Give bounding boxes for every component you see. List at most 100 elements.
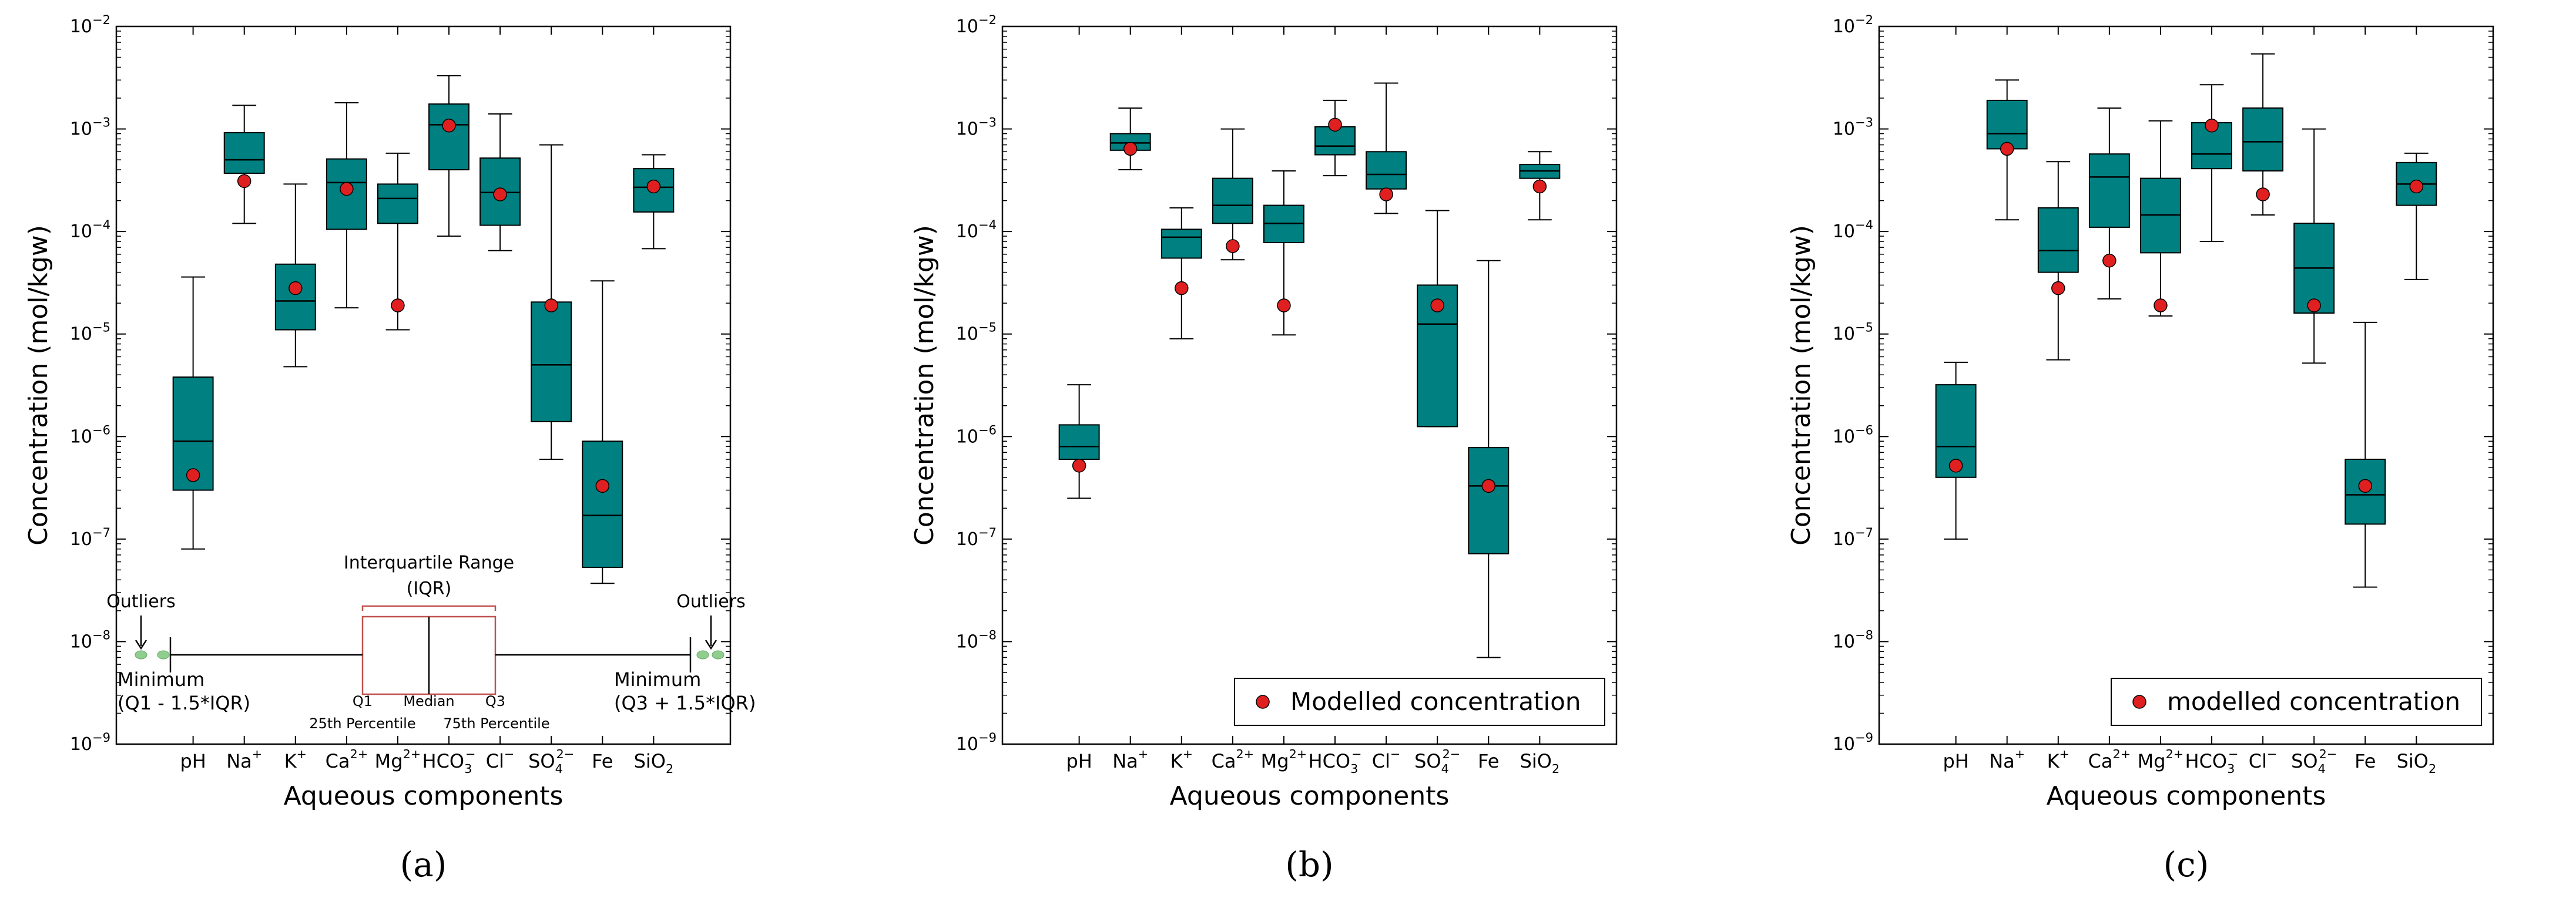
- panel-c: 10−9 10−8 10−7 10−6 10−5 10−4 10−3 10−2 pH Na+ K+ C…: [1786, 13, 2494, 884]
- box-iqr: [1366, 151, 1407, 190]
- x-tick-label: Na+: [1112, 747, 1148, 772]
- y-axis-title: Concentration (mol/kgw): [1786, 225, 1816, 546]
- key-median: Median: [403, 693, 454, 709]
- y-tick-label: 10−4: [1833, 218, 1873, 242]
- box-iqr: [377, 183, 418, 224]
- x-tick-label: Cl−: [2249, 747, 2278, 772]
- x-tick-label: HCO3−: [1309, 747, 1362, 776]
- modelled-point: [2205, 118, 2219, 133]
- y-tick-label: 10−8: [70, 628, 110, 652]
- key-max-label: Minimum: [614, 668, 701, 691]
- modelled-point: [186, 468, 200, 482]
- key-min-label: Minimum: [118, 668, 204, 691]
- modelled-point: [391, 298, 405, 312]
- box-iqr: [2037, 207, 2079, 273]
- legend-marker: [2132, 695, 2146, 709]
- key-outliers-left: Outliers: [106, 591, 175, 612]
- box-iqr: [1058, 424, 1100, 460]
- key-outliers-right: Outliers: [676, 591, 745, 612]
- box-iqr: [582, 440, 623, 568]
- modelled-point: [1072, 459, 1086, 473]
- x-tick-label: Cl−: [486, 747, 515, 772]
- legend-box: [2111, 678, 2482, 726]
- y-tick-label: 10−9: [1833, 731, 1873, 755]
- box-iqr: [1986, 99, 2028, 150]
- y-axis-title: Concentration (mol/kgw): [910, 225, 940, 546]
- x-tick-label: SiO2: [2397, 750, 2437, 776]
- modelled-point: [544, 298, 558, 312]
- box-iqr: [223, 132, 265, 174]
- modelled-point: [2307, 298, 2321, 312]
- plot-frame: [115, 25, 732, 745]
- y-tick-label: 10−7: [70, 526, 110, 550]
- x-tick-label: Ca2+: [1212, 747, 1255, 772]
- key-arrowhead-right: [705, 640, 717, 650]
- box-iqr: [2242, 107, 2284, 171]
- panel-label: (b): [1285, 845, 1333, 884]
- x-axis-title: Aqueous components: [1170, 781, 1450, 811]
- y-tick-label: 10−7: [956, 526, 997, 550]
- x-tick-label: Cl−: [1372, 747, 1401, 772]
- panel-b: 10−9 10−8 10−7 10−6 10−5 10−4 10−3 10−2 pH Na+ K+ C…: [910, 13, 1618, 884]
- y-tick-label: 10−5: [70, 321, 110, 345]
- modelled-point: [2409, 179, 2424, 194]
- x-tick-label: Mg2+: [2138, 747, 2184, 772]
- modelled-point: [595, 479, 610, 493]
- box-iqr: [1160, 228, 1202, 259]
- x-tick-label: Fe: [1478, 750, 1499, 772]
- key-iqr-bracket: [361, 605, 497, 611]
- modelled-point: [1481, 479, 1496, 493]
- legend-box: [1234, 678, 1605, 726]
- y-tick-label: 10−2: [70, 13, 110, 37]
- x-tick-label: SO42−: [528, 747, 574, 776]
- modelled-point: [1948, 459, 1963, 473]
- box-iqr: [2088, 153, 2130, 228]
- modelled-point: [289, 281, 303, 295]
- x-tick-label: SiO2: [634, 750, 674, 776]
- y-tick-label: 10−3: [70, 116, 110, 140]
- key-outlier-right: [696, 650, 709, 660]
- x-tick-label: HCO3−: [2185, 747, 2239, 776]
- box-iqr: [1212, 177, 1253, 224]
- x-tick-label: Ca2+: [326, 747, 368, 772]
- x-tick-label: Na+: [226, 747, 262, 772]
- legend-label: Modelled concentration: [1290, 687, 1581, 716]
- box-iqr: [1468, 447, 1510, 554]
- x-tick-label: Fe: [592, 750, 613, 772]
- modelled-point: [1379, 187, 1393, 201]
- x-tick-label: pH: [1066, 750, 1092, 772]
- key-outlier-right: [712, 650, 724, 660]
- key-min-formula: (Q1 - 1.5*IQR): [118, 692, 250, 714]
- key-q1-desc: 25th Percentile: [309, 715, 415, 732]
- x-tick-label: Fe: [2354, 750, 2376, 772]
- modelled-point: [2256, 187, 2270, 201]
- y-axis-title: Concentration (mol/kgw): [24, 225, 53, 546]
- key-arrowhead-left: [135, 640, 147, 650]
- modelled-point: [1123, 142, 1138, 156]
- legend-label: modelled concentration: [2167, 687, 2460, 716]
- legend-marker: [1256, 695, 1270, 709]
- y-tick-label: 10−7: [1833, 526, 1873, 550]
- modelled-point: [442, 118, 456, 133]
- modelled-point: [2358, 479, 2373, 493]
- key-iqr-title: Interquartile Range: [344, 553, 514, 573]
- y-tick-label: 10−6: [70, 423, 110, 447]
- modelled-point: [2102, 253, 2117, 268]
- y-tick-label: 10−8: [1833, 628, 1873, 652]
- y-tick-label: 10−6: [956, 423, 997, 447]
- x-tick-label: K+: [284, 747, 307, 772]
- modelled-point: [2000, 142, 2014, 156]
- y-tick-label: 10−3: [956, 116, 997, 140]
- x-tick-label: SO42−: [1414, 747, 1460, 776]
- plot-frame: [1878, 25, 2494, 745]
- x-tick-label: pH: [180, 750, 206, 772]
- x-tick-label: pH: [1943, 750, 1968, 772]
- x-tick-label: HCO3−: [422, 747, 476, 776]
- y-tick-label: 10−8: [956, 628, 997, 652]
- box-iqr: [428, 103, 470, 171]
- modelled-point: [646, 179, 661, 194]
- x-tick-label: Mg2+: [1261, 747, 1307, 772]
- modelled-point: [2051, 281, 2065, 295]
- x-axis-title: Aqueous components: [2047, 781, 2326, 811]
- y-tick-label: 10−5: [956, 321, 997, 345]
